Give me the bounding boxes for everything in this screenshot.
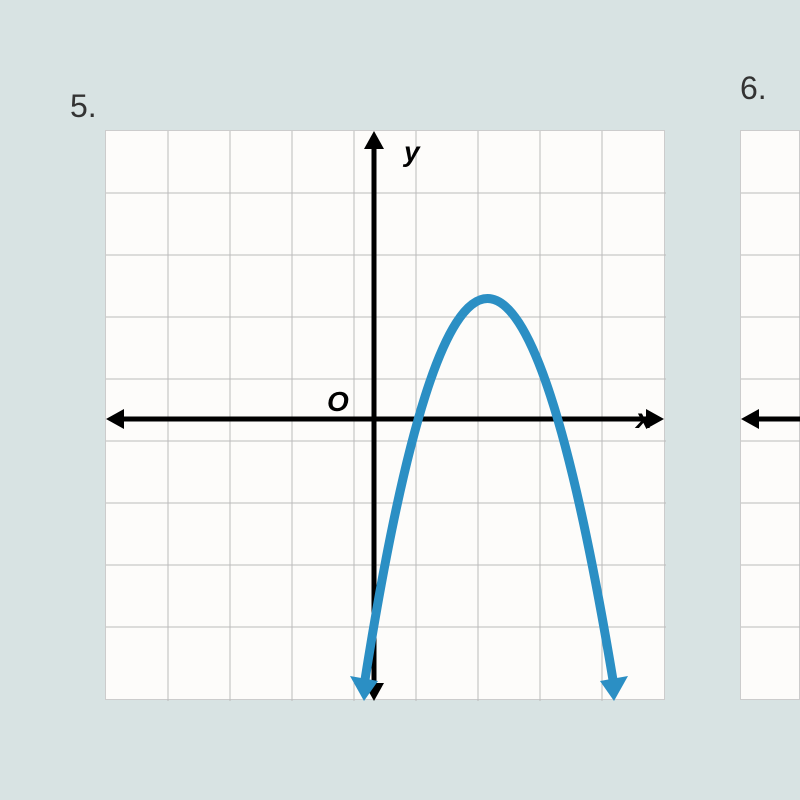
origin-label: O — [327, 386, 349, 418]
chart-5-container: y x O — [105, 130, 665, 700]
curve-arrow-right — [600, 676, 628, 701]
parabola-curve — [364, 299, 614, 687]
x-axis-label: x — [636, 403, 652, 435]
chart-6-svg — [741, 131, 800, 701]
problem-number-5: 5. — [70, 88, 97, 125]
x-axis-arrow-left-partial — [741, 409, 759, 429]
y-axis-label: y — [404, 136, 420, 168]
problem-number-6: 6. — [740, 70, 767, 107]
chart-6-container — [740, 130, 800, 700]
x-axis-arrow-left — [106, 409, 124, 429]
y-axis-arrow-up — [364, 131, 384, 149]
chart-5-svg — [106, 131, 666, 701]
